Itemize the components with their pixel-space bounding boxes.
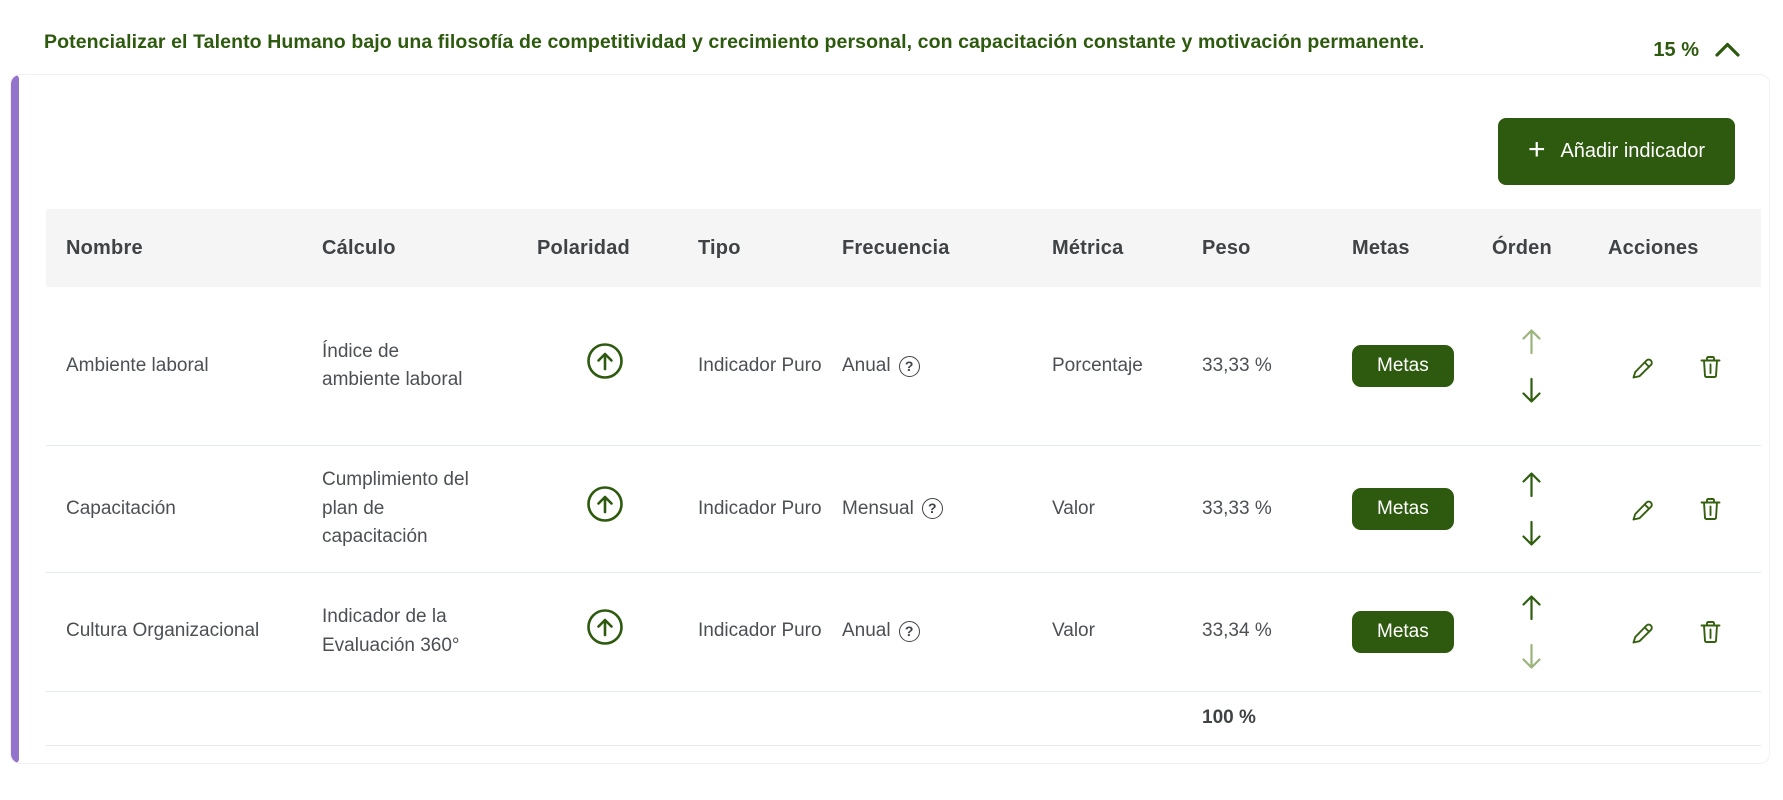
purple-accent-bar bbox=[11, 75, 19, 763]
metas-button[interactable]: Metas bbox=[1352, 610, 1454, 653]
arrow-up-icon bbox=[1520, 594, 1543, 624]
edit-button[interactable] bbox=[1628, 353, 1655, 380]
col-header-polaridad: Polaridad bbox=[537, 236, 630, 259]
arrow-up-icon bbox=[1520, 329, 1543, 358]
delete-button[interactable] bbox=[1697, 495, 1724, 522]
move-up-button[interactable] bbox=[1520, 470, 1543, 498]
objective-card: + Añadir indicador Nombre Cálculo Polari… bbox=[10, 74, 1770, 764]
table-row: Ambiente laboral Índice de ambiente labo… bbox=[46, 287, 1761, 446]
col-header-calculo: Cálculo bbox=[322, 236, 396, 259]
trash-icon bbox=[1697, 498, 1724, 525]
col-header-tipo: Tipo bbox=[698, 236, 741, 259]
table-header-row: Nombre Cálculo Polaridad Tipo Frecuencia… bbox=[46, 209, 1761, 287]
help-icon[interactable]: ? bbox=[898, 355, 920, 377]
col-header-metas: Metas bbox=[1352, 236, 1410, 259]
table-footer-row: 100 % bbox=[46, 691, 1761, 746]
pencil-icon bbox=[1628, 623, 1655, 648]
cell-frecuencia: Anual bbox=[842, 354, 891, 376]
metas-button[interactable]: Metas bbox=[1352, 487, 1454, 530]
col-header-acciones: Acciones bbox=[1608, 236, 1699, 259]
cell-nombre: Ambiente laboral bbox=[46, 287, 322, 446]
objective-weight: 15 % bbox=[1653, 39, 1699, 61]
objective-header: Potencializar el Talento Humano bajo una… bbox=[0, 0, 1783, 62]
edit-button[interactable] bbox=[1628, 618, 1655, 645]
cell-nombre: Capacitación bbox=[46, 445, 322, 573]
polarity-up-icon bbox=[585, 607, 698, 657]
trash-icon bbox=[1697, 621, 1724, 648]
cell-metrica: Valor bbox=[1052, 572, 1202, 692]
objective-title: Potencializar el Talento Humano bajo una… bbox=[44, 31, 1425, 53]
objective-weight-group: 15 % bbox=[1653, 39, 1741, 62]
col-header-frecuencia: Frecuencia bbox=[842, 236, 950, 259]
help-icon[interactable]: ? bbox=[898, 621, 920, 642]
cell-metrica: Porcentaje bbox=[1052, 287, 1202, 446]
cell-metrica: Valor bbox=[1052, 445, 1202, 573]
cell-calculo: Cumplimiento del plan de capacitación bbox=[322, 469, 469, 547]
cell-peso: 33,34 % bbox=[1202, 572, 1352, 692]
col-header-peso: Peso bbox=[1202, 236, 1251, 259]
cell-peso: 33,33 % bbox=[1202, 287, 1352, 446]
move-up-button[interactable] bbox=[1520, 593, 1543, 621]
move-down-button bbox=[1520, 643, 1543, 671]
total-weight: 100 % bbox=[1202, 706, 1256, 728]
table-row: Capacitación Cumplimiento del plan de ca… bbox=[46, 445, 1761, 573]
arrow-down-icon bbox=[1520, 377, 1543, 408]
cell-tipo: Indicador Puro bbox=[698, 287, 842, 446]
edit-button[interactable] bbox=[1628, 495, 1655, 522]
arrow-down-icon bbox=[1520, 643, 1543, 674]
arrow-up-icon bbox=[1520, 472, 1543, 501]
cell-nombre: Cultura Organizacional bbox=[46, 572, 322, 692]
polarity-up-icon bbox=[585, 341, 698, 391]
add-indicator-label: Añadir indicador bbox=[1560, 140, 1705, 162]
table-row: Cultura Organizacional Indicador de la E… bbox=[46, 572, 1761, 692]
col-header-metrica: Métrica bbox=[1052, 236, 1124, 259]
cell-calculo: Indicador de la Evaluación 360° bbox=[322, 606, 460, 656]
chevron-up-icon bbox=[1714, 41, 1741, 61]
cell-tipo: Indicador Puro bbox=[698, 445, 842, 573]
polarity-up-icon bbox=[585, 484, 698, 534]
trash-icon bbox=[1697, 355, 1724, 383]
pencil-icon bbox=[1628, 358, 1655, 383]
help-icon[interactable]: ? bbox=[921, 498, 943, 520]
cell-frecuencia: Mensual bbox=[842, 497, 914, 519]
indicators-table: Nombre Cálculo Polaridad Tipo Frecuencia… bbox=[46, 209, 1761, 746]
cell-tipo: Indicador Puro bbox=[698, 572, 842, 692]
metas-button[interactable]: Metas bbox=[1352, 345, 1454, 387]
cell-peso: 33,33 % bbox=[1202, 445, 1352, 573]
collapse-button[interactable] bbox=[1714, 41, 1741, 61]
delete-button[interactable] bbox=[1697, 618, 1724, 645]
move-down-button[interactable] bbox=[1520, 520, 1543, 548]
delete-button[interactable] bbox=[1697, 353, 1724, 380]
arrow-down-icon bbox=[1520, 520, 1543, 551]
add-indicator-button[interactable]: + Añadir indicador bbox=[1497, 118, 1735, 185]
cell-frecuencia: Anual bbox=[842, 620, 891, 642]
move-up-button bbox=[1520, 327, 1543, 355]
plus-icon: + bbox=[1527, 133, 1546, 166]
cell-calculo: Índice de ambiente laboral bbox=[322, 340, 463, 391]
col-header-nombre: Nombre bbox=[66, 236, 143, 259]
pencil-icon bbox=[1628, 500, 1655, 525]
move-down-button[interactable] bbox=[1520, 377, 1543, 405]
col-header-orden: Órden bbox=[1492, 236, 1552, 259]
